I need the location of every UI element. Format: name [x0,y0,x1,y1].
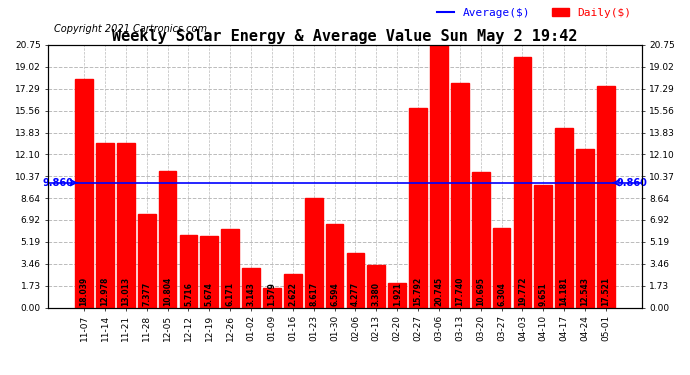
Bar [138,214,156,308]
Text: 2.622: 2.622 [288,282,297,306]
Text: Copyright 2021 Cartronics.com: Copyright 2021 Cartronics.com [55,24,207,34]
Text: 5.674: 5.674 [205,282,214,306]
Text: 14.181: 14.181 [560,276,569,306]
Text: 6.171: 6.171 [226,282,235,306]
Bar [346,254,364,308]
Text: 10.695: 10.695 [476,277,485,306]
Text: 18.039: 18.039 [79,276,88,306]
Title: Weekly Solar Energy & Average Value Sun May 2 19:42: Weekly Solar Energy & Average Value Sun … [112,29,578,44]
Text: 8.617: 8.617 [309,282,318,306]
Bar [534,185,552,308]
Text: 3.380: 3.380 [372,282,381,306]
Bar [451,83,469,308]
Text: 1.921: 1.921 [393,282,402,306]
Bar [159,171,177,308]
Bar [284,274,302,308]
Bar [326,224,344,308]
Bar [179,235,197,308]
Text: 5.716: 5.716 [184,282,193,306]
Bar [597,86,615,308]
Bar [263,288,281,308]
Bar [305,198,322,308]
Text: 7.377: 7.377 [142,281,151,306]
Text: 17.740: 17.740 [455,276,464,306]
Text: 13.013: 13.013 [121,276,130,306]
Text: 1.579: 1.579 [268,282,277,306]
Text: 6.594: 6.594 [330,282,339,306]
Bar [368,265,385,308]
Bar [472,172,489,308]
Legend: Average($), Daily($): Average($), Daily($) [433,3,636,22]
Bar [96,143,114,308]
Text: 9.860: 9.860 [616,178,647,188]
Bar [513,57,531,308]
Text: 19.772: 19.772 [518,276,527,306]
Bar [576,149,594,308]
Bar [430,45,448,308]
Text: 12.543: 12.543 [580,277,589,306]
Bar [493,228,511,308]
Bar [242,268,260,308]
Text: 20.745: 20.745 [435,276,444,306]
Text: 12.978: 12.978 [101,276,110,306]
Text: 9.651: 9.651 [539,282,548,306]
Text: 15.792: 15.792 [413,276,422,306]
Bar [221,230,239,308]
Bar [555,128,573,308]
Text: 4.277: 4.277 [351,282,360,306]
Text: 10.804: 10.804 [163,276,172,306]
Bar [409,108,427,307]
Bar [388,283,406,308]
Bar [201,236,218,308]
Text: 6.304: 6.304 [497,282,506,306]
Text: 9.860: 9.860 [43,178,74,188]
Bar [117,143,135,308]
Text: 3.143: 3.143 [246,282,255,306]
Text: 17.521: 17.521 [602,276,611,306]
Bar [75,79,93,308]
